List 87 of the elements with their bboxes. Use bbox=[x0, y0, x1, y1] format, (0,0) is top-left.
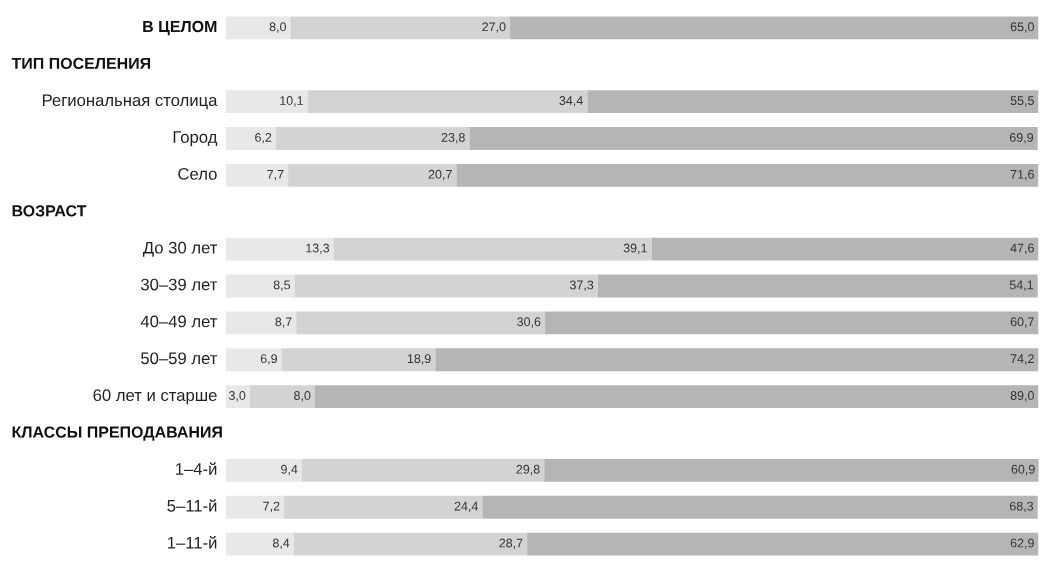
bar bbox=[225, 532, 294, 556]
data-label: 10,1 bbox=[280, 96, 303, 107]
y-tick-label: Региональная столица bbox=[42, 94, 218, 110]
bar bbox=[225, 127, 276, 150]
text: ВОЗРАСТ bbox=[12, 205, 87, 217]
bar bbox=[225, 16, 291, 40]
data-label: 13,3 bbox=[306, 243, 330, 254]
data-label: 7,7 bbox=[267, 169, 284, 181]
data-label: 8,7 bbox=[275, 317, 292, 328]
bar bbox=[225, 163, 289, 187]
bar bbox=[482, 495, 1038, 519]
bar bbox=[249, 385, 315, 409]
y-tick-label: Город bbox=[173, 131, 218, 147]
bar bbox=[435, 348, 1039, 372]
data-label: 55,5 bbox=[1010, 96, 1034, 107]
data-label: 29,8 bbox=[516, 464, 540, 476]
text: ТИП ПОСЕЛЕНИЯ bbox=[11, 57, 151, 70]
data-label: 39,1 bbox=[623, 243, 647, 254]
bar bbox=[469, 127, 1038, 150]
y-tick-label: 1–4-й bbox=[176, 462, 217, 475]
bar bbox=[544, 458, 1039, 482]
data-label: 37,3 bbox=[569, 280, 594, 291]
bar bbox=[545, 311, 1039, 335]
data-label: 24,4 bbox=[454, 501, 479, 513]
data-label: 60,9 bbox=[1011, 464, 1035, 476]
bar bbox=[314, 385, 1039, 409]
bar bbox=[587, 90, 1039, 114]
data-label: 68,3 bbox=[1009, 501, 1034, 513]
bar bbox=[293, 532, 528, 556]
bar bbox=[225, 311, 297, 335]
data-label: 8,5 bbox=[273, 280, 291, 291]
bar bbox=[333, 237, 652, 261]
data-label: 3,0 bbox=[228, 391, 246, 402]
data-label: 27,0 bbox=[482, 22, 506, 33]
data-label: 89,0 bbox=[1010, 391, 1034, 402]
data-label: 6,2 bbox=[255, 132, 272, 144]
data-label: 20,7 bbox=[428, 169, 452, 181]
bar bbox=[651, 237, 1039, 261]
bar bbox=[225, 495, 285, 519]
bar bbox=[527, 532, 1039, 556]
data-label: 62,9 bbox=[1010, 538, 1034, 549]
bar bbox=[284, 495, 483, 519]
bar bbox=[225, 274, 295, 298]
bar bbox=[296, 311, 546, 335]
data-label: 8,0 bbox=[269, 22, 287, 33]
data-label: 8,0 bbox=[294, 391, 311, 402]
bar bbox=[225, 90, 308, 114]
data-label: 9,4 bbox=[281, 464, 298, 476]
data-label: 60,7 bbox=[1010, 317, 1034, 328]
y-tick-label: 1–11-й bbox=[167, 536, 217, 549]
y-tick-label: В ЦЕЛОМ bbox=[143, 20, 217, 36]
data-label: 7,2 bbox=[263, 501, 280, 513]
bar bbox=[275, 127, 470, 150]
y-tick-label: До 30 лет bbox=[142, 241, 218, 257]
bar bbox=[290, 16, 511, 40]
data-label: 65,0 bbox=[1010, 22, 1034, 33]
y-tick-label: 40–49 лет bbox=[140, 315, 218, 328]
data-label: 74,2 bbox=[1010, 354, 1034, 365]
y-tick-label: Село bbox=[178, 168, 217, 180]
data-label: 34,4 bbox=[559, 96, 583, 107]
y-tick-label: 50–59 лет bbox=[141, 352, 218, 365]
bar bbox=[288, 163, 457, 187]
bar bbox=[294, 274, 598, 298]
data-label: 23,8 bbox=[441, 132, 465, 144]
bar bbox=[456, 163, 1039, 187]
bar bbox=[597, 274, 1038, 298]
bar bbox=[307, 90, 588, 114]
y-tick-label: 30–39 лет bbox=[141, 278, 218, 291]
y-tick-label: 60 лет и старше bbox=[93, 389, 217, 405]
data-label: 30,6 bbox=[517, 317, 541, 328]
data-label: 18,9 bbox=[407, 354, 431, 365]
bar bbox=[225, 458, 302, 482]
data-label: 8,4 bbox=[272, 538, 290, 549]
data-label: 69,9 bbox=[1009, 132, 1034, 144]
bar bbox=[281, 348, 436, 372]
bar bbox=[510, 16, 1039, 40]
data-label: 71,6 bbox=[1010, 169, 1034, 181]
bar bbox=[225, 385, 250, 409]
text: КЛАССЫ ПРЕПОДАВАНИЯ bbox=[12, 426, 222, 441]
bar bbox=[225, 237, 334, 261]
data-label: 47,6 bbox=[1010, 243, 1034, 254]
data-label: 6,9 bbox=[260, 354, 277, 365]
bar bbox=[225, 348, 282, 372]
data-label: 54,1 bbox=[1009, 280, 1034, 291]
data-label: 28,7 bbox=[499, 538, 523, 549]
bar bbox=[301, 458, 545, 482]
y-tick-label: 5–11-й bbox=[167, 499, 217, 512]
